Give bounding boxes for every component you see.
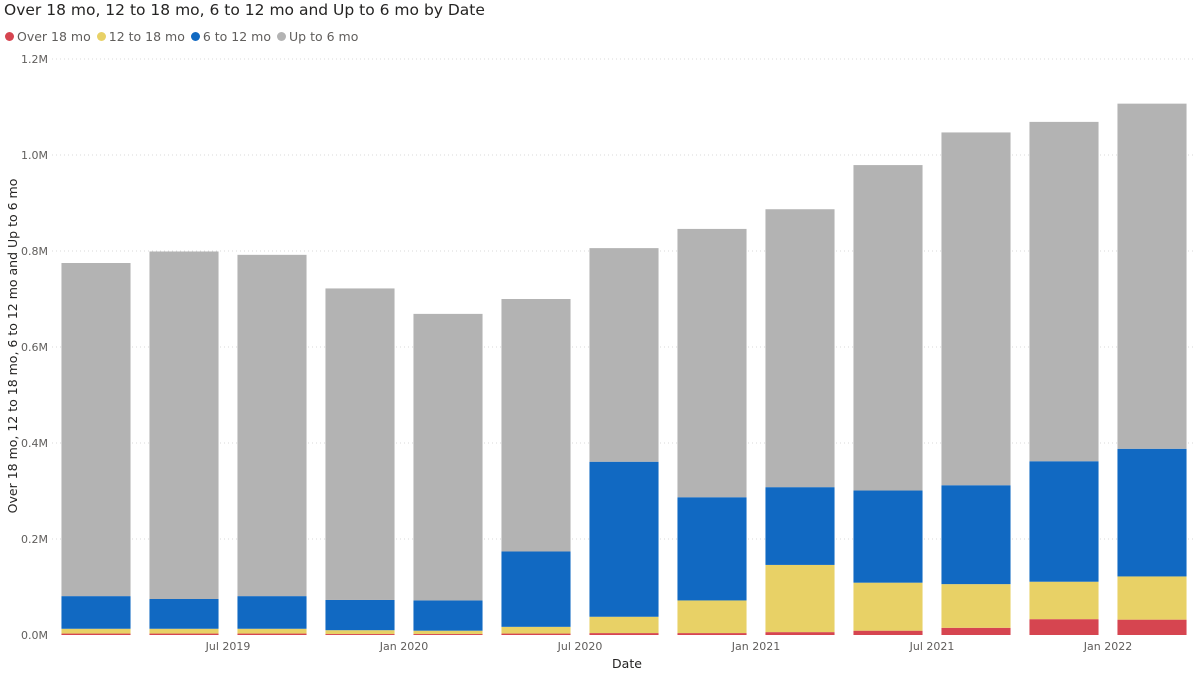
bar-segment-6-to-12-mo[interactable] — [413, 600, 483, 631]
bar-stack[interactable] — [61, 263, 131, 635]
bar-segment-up-to-6-mo[interactable] — [941, 132, 1011, 486]
bar-segment-up-to-6-mo[interactable] — [237, 254, 307, 597]
bar-segment-up-to-6-mo[interactable] — [677, 228, 747, 498]
bar-segment-6-to-12-mo[interactable] — [765, 487, 835, 565]
y-tick-label: 0.8M — [21, 245, 48, 258]
x-tick-label: Jul 2020 — [557, 640, 603, 653]
x-tick-label: Jul 2019 — [205, 640, 251, 653]
x-axis-title: Date — [612, 656, 642, 671]
bar-segment-up-to-6-mo[interactable] — [589, 248, 659, 462]
legend-dot-6-to-12-mo — [190, 32, 200, 41]
bar-segment-over-18-mo[interactable] — [237, 633, 307, 635]
bar-segment-12-to-18-mo[interactable] — [61, 628, 131, 634]
bar-segment-12-to-18-mo[interactable] — [149, 628, 219, 634]
bar-segment-up-to-6-mo[interactable] — [149, 251, 219, 600]
bar-stack[interactable] — [941, 132, 1011, 635]
bar-segment-over-18-mo[interactable] — [325, 634, 395, 635]
bar-segment-6-to-12-mo[interactable] — [941, 485, 1011, 585]
legend-label-up-to-6-mo: Up to 6 mo — [289, 29, 359, 44]
bar-stack[interactable] — [149, 251, 219, 635]
bar-segment-over-18-mo[interactable] — [941, 627, 1011, 635]
bar-segment-over-18-mo[interactable] — [853, 630, 923, 635]
bar-segment-12-to-18-mo[interactable] — [589, 616, 659, 634]
bar-segment-12-to-18-mo[interactable] — [237, 628, 307, 634]
bar-segment-12-to-18-mo[interactable] — [325, 630, 395, 635]
bar-segment-12-to-18-mo[interactable] — [501, 626, 571, 634]
bar-stack[interactable] — [677, 228, 747, 635]
bar-stack[interactable] — [1117, 103, 1187, 635]
bar-stack[interactable] — [589, 248, 659, 635]
bar-stack[interactable] — [765, 209, 835, 635]
legend-dot-up-to-6-mo — [277, 32, 287, 41]
legend-dot-12-to-18-mo — [96, 32, 106, 41]
bar-segment-6-to-12-mo[interactable] — [237, 596, 307, 629]
chart-legend: Over 18 mo 12 to 18 mo 6 to 12 mo Up to … — [5, 29, 364, 44]
bar-segment-over-18-mo[interactable] — [413, 634, 483, 635]
y-tick-label: 1.2M — [21, 53, 48, 66]
legend-label-12-to-18-mo: 12 to 18 mo — [108, 29, 185, 44]
bar-segment-12-to-18-mo[interactable] — [765, 564, 835, 633]
legend-item-up-to-6-mo[interactable]: Up to 6 mo — [277, 29, 358, 44]
bar-stack[interactable] — [1029, 121, 1099, 635]
x-tick-label: Jan 2022 — [1083, 640, 1132, 653]
bar-segment-6-to-12-mo[interactable] — [501, 551, 571, 627]
x-tick-label: Jan 2020 — [379, 640, 428, 653]
legend-label-6-to-12-mo: 6 to 12 mo — [202, 29, 272, 44]
bar-segment-over-18-mo[interactable] — [589, 633, 659, 635]
bar-segment-6-to-12-mo[interactable] — [149, 599, 219, 629]
bar-segment-over-18-mo[interactable] — [1029, 619, 1099, 635]
bar-segment-12-to-18-mo[interactable] — [413, 630, 483, 635]
bar-segment-6-to-12-mo[interactable] — [853, 490, 923, 583]
bar-segment-up-to-6-mo[interactable] — [413, 313, 483, 601]
legend-item-12-to-18-mo[interactable]: 12 to 18 mo — [96, 29, 185, 44]
y-tick-label: 0.2M — [21, 533, 48, 546]
bar-segment-up-to-6-mo[interactable] — [501, 299, 571, 552]
y-axis-title: Over 18 mo, 12 to 18 mo, 6 to 12 mo and … — [5, 179, 20, 514]
bar-segment-12-to-18-mo[interactable] — [1117, 576, 1187, 620]
bar-stack[interactable] — [325, 288, 395, 635]
bar-segment-over-18-mo[interactable] — [149, 633, 219, 635]
x-tick-label: Jul 2021 — [909, 640, 955, 653]
x-axis-ticks: Jul 2019 Jan 2020 Jul 2020 Jan 2021 Jul 2021… — [205, 640, 1133, 653]
bar-segment-6-to-12-mo[interactable] — [325, 599, 395, 631]
y-tick-label: 0.6M — [21, 341, 48, 354]
bar-stack[interactable] — [853, 165, 923, 635]
legend-item-6-to-12-mo[interactable]: 6 to 12 mo — [190, 29, 272, 44]
bar-segment-up-to-6-mo[interactable] — [325, 288, 395, 600]
bar-segment-up-to-6-mo[interactable] — [1117, 103, 1187, 449]
legend-dot-over-18-mo — [5, 32, 14, 41]
chart-title: Over 18 mo, 12 to 18 mo, 6 to 12 mo and … — [4, 1, 485, 19]
bar-segment-over-18-mo[interactable] — [1117, 619, 1187, 635]
bar-segment-up-to-6-mo[interactable] — [765, 209, 835, 488]
bar-segment-6-to-12-mo[interactable] — [589, 461, 659, 617]
bar-segment-over-18-mo[interactable] — [501, 633, 571, 635]
legend-item-over-18-mo[interactable]: Over 18 mo — [5, 29, 91, 44]
bar-segment-6-to-12-mo[interactable] — [61, 596, 131, 629]
bar-segment-up-to-6-mo[interactable] — [1029, 121, 1099, 462]
x-tick-label: Jan 2021 — [731, 640, 780, 653]
bar-stack[interactable] — [501, 299, 571, 635]
bar-segment-over-18-mo[interactable] — [61, 633, 131, 635]
bar-segment-12-to-18-mo[interactable] — [677, 600, 747, 634]
y-tick-label: 0.4M — [21, 437, 48, 450]
bar-segment-12-to-18-mo[interactable] — [853, 582, 923, 631]
bars — [61, 103, 1187, 635]
bar-stack[interactable] — [413, 313, 483, 635]
bar-segment-over-18-mo[interactable] — [765, 632, 835, 635]
bar-stack[interactable] — [237, 254, 307, 635]
y-tick-label: 0.0M — [21, 629, 48, 642]
bar-segment-6-to-12-mo[interactable] — [677, 497, 747, 601]
legend-label-over-18-mo: Over 18 mo — [17, 29, 91, 44]
bar-segment-6-to-12-mo[interactable] — [1029, 461, 1099, 582]
bar-segment-6-to-12-mo[interactable] — [1117, 448, 1187, 577]
bar-segment-over-18-mo[interactable] — [677, 633, 747, 635]
bar-segment-12-to-18-mo[interactable] — [941, 584, 1011, 628]
y-axis-ticks: 0.0M 0.2M 0.4M 0.6M 0.8M 1.0M 1.2M — [21, 53, 48, 642]
bar-segment-up-to-6-mo[interactable] — [61, 263, 131, 597]
bar-segment-12-to-18-mo[interactable] — [1029, 581, 1099, 620]
y-tick-label: 1.0M — [21, 149, 48, 162]
bar-segment-up-to-6-mo[interactable] — [853, 165, 923, 491]
